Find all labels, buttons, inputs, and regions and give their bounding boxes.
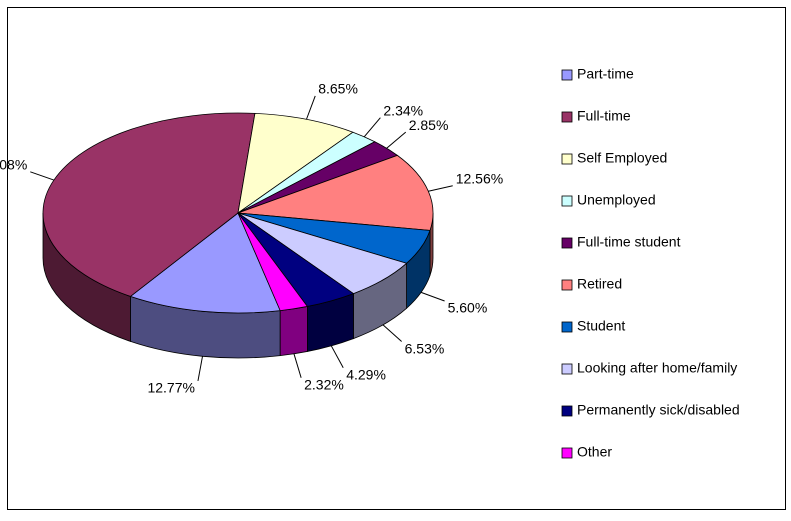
pie-side [279, 305, 308, 357]
data-label: 8.65% [318, 81, 358, 97]
legend-swatch [561, 321, 573, 333]
legend-swatch [561, 279, 573, 291]
data-label: 4.29% [346, 366, 386, 382]
leader-line [293, 353, 302, 378]
data-label: 42.08% [0, 157, 27, 173]
data-label: 2.34% [383, 102, 423, 118]
legend-label: Retired [577, 276, 622, 292]
leader-line [30, 171, 55, 181]
legend-swatch [561, 153, 573, 165]
legend-swatch [561, 447, 573, 459]
leader-line [420, 291, 445, 302]
legend-label: Other [577, 444, 612, 460]
legend-label: Unemployed [577, 192, 656, 208]
pie-slice [129, 212, 281, 314]
leader-line [382, 324, 402, 342]
data-label: 5.60% [448, 300, 488, 316]
data-label: 2.85% [409, 117, 449, 133]
data-label: 2.32% [304, 376, 344, 392]
legend-label: Student [577, 318, 625, 334]
pie-slice [237, 154, 434, 231]
legend-label: Permanently sick/disabled [577, 402, 740, 418]
data-label: 6.53% [405, 340, 445, 356]
leader-line [330, 345, 344, 369]
leader-line [386, 131, 407, 149]
legend-label: Self Employed [577, 150, 667, 166]
leader-line [305, 95, 316, 120]
data-label: 12.77% [147, 380, 194, 396]
leader-line [428, 185, 453, 192]
leader-line [197, 356, 203, 382]
pie-slice [237, 212, 309, 312]
legend-label: Looking after home/family [577, 360, 737, 376]
data-label: 12.56% [456, 170, 503, 186]
legend-swatch [561, 111, 573, 123]
legend-swatch [561, 405, 573, 417]
legend-swatch [561, 69, 573, 81]
legend-label: Full-time student [577, 234, 681, 250]
legend-label: Part-time [577, 66, 634, 82]
leader-line [363, 117, 381, 138]
legend-swatch [561, 237, 573, 249]
legend-label: Full-time [577, 108, 631, 124]
legend-swatch [561, 363, 573, 375]
legend-swatch [561, 195, 573, 207]
pie-slice [42, 112, 256, 297]
